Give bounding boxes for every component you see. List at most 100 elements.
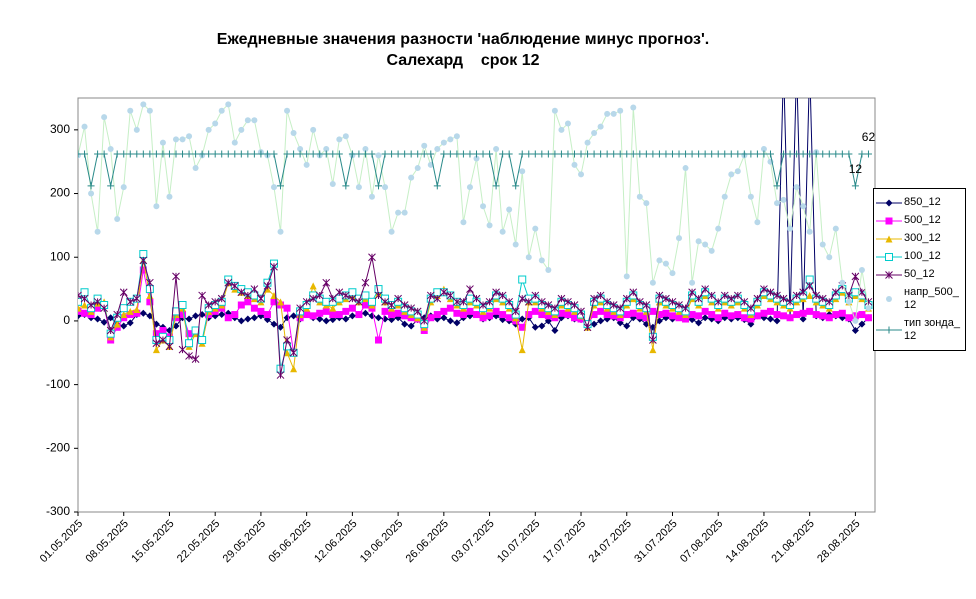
point xyxy=(361,309,369,317)
point xyxy=(420,317,429,325)
point xyxy=(662,260,669,267)
point xyxy=(701,314,709,322)
point xyxy=(531,323,539,331)
annotation: 12 xyxy=(849,162,863,176)
point xyxy=(348,312,356,320)
point xyxy=(284,107,291,114)
point xyxy=(525,311,533,319)
point xyxy=(590,320,598,328)
point xyxy=(387,301,396,309)
point xyxy=(655,311,663,319)
point xyxy=(858,150,866,158)
point xyxy=(230,282,239,290)
point xyxy=(792,291,801,300)
point xyxy=(244,150,252,158)
point xyxy=(675,314,683,322)
y-tick-label: 0 xyxy=(63,313,70,327)
point xyxy=(459,150,467,158)
point xyxy=(395,209,402,216)
point xyxy=(420,150,428,158)
point xyxy=(505,150,513,158)
point xyxy=(447,136,454,143)
point xyxy=(341,291,350,300)
point xyxy=(250,304,258,312)
point xyxy=(610,150,618,158)
point xyxy=(231,311,239,319)
point xyxy=(734,311,742,319)
point xyxy=(192,150,200,158)
point xyxy=(433,294,442,303)
point xyxy=(270,184,277,191)
point xyxy=(231,139,238,146)
point xyxy=(597,123,604,130)
point xyxy=(655,291,664,300)
point xyxy=(139,150,147,158)
point xyxy=(453,150,461,158)
point xyxy=(401,150,409,158)
point xyxy=(558,126,565,133)
point xyxy=(715,225,722,232)
x-tick-label: 17.07.2025 xyxy=(541,518,588,565)
point xyxy=(656,257,663,264)
point xyxy=(381,307,389,315)
legend-swatch xyxy=(876,326,902,334)
point xyxy=(224,278,233,287)
point xyxy=(728,171,735,178)
x-tick-label: 21.08.2025 xyxy=(769,518,816,565)
point xyxy=(367,297,376,306)
point xyxy=(838,150,846,158)
point xyxy=(152,150,160,158)
point xyxy=(753,312,761,320)
point xyxy=(139,266,147,274)
point xyxy=(394,150,402,158)
point xyxy=(479,314,487,322)
point xyxy=(662,309,670,317)
point xyxy=(662,294,670,303)
point xyxy=(799,150,807,158)
point xyxy=(81,150,89,158)
point xyxy=(205,150,213,158)
point xyxy=(361,301,369,309)
point xyxy=(153,203,160,210)
x-tick-label: 14.08.2025 xyxy=(724,518,771,565)
point xyxy=(793,63,800,70)
y-tick-label: 300 xyxy=(50,122,70,136)
point xyxy=(773,317,781,325)
point xyxy=(740,150,748,158)
legend-item: 300_12 xyxy=(874,232,965,245)
point xyxy=(858,266,865,273)
point xyxy=(800,203,807,210)
point xyxy=(838,309,846,317)
point xyxy=(779,294,788,303)
point xyxy=(557,150,565,158)
point xyxy=(439,288,448,297)
point xyxy=(486,312,494,320)
point xyxy=(270,150,278,158)
point xyxy=(198,150,206,158)
point xyxy=(760,285,768,293)
point xyxy=(531,291,540,300)
x-tick-label: 10.07.2025 xyxy=(495,518,542,565)
point xyxy=(806,63,813,70)
point xyxy=(257,294,265,303)
point xyxy=(642,301,651,309)
chart-title: Ежедневные значения разности 'наблюдение… xyxy=(217,31,709,48)
point xyxy=(361,150,369,158)
point xyxy=(407,322,415,330)
point xyxy=(159,326,167,334)
point xyxy=(139,250,148,259)
point xyxy=(649,279,656,286)
point xyxy=(100,304,108,313)
y-tick-label: -100 xyxy=(46,377,70,391)
point xyxy=(597,150,605,158)
point xyxy=(623,322,631,330)
point xyxy=(120,322,128,330)
point xyxy=(512,241,519,248)
point xyxy=(81,301,89,309)
point xyxy=(812,291,821,300)
point xyxy=(139,309,147,317)
point xyxy=(793,184,800,191)
point xyxy=(760,150,768,158)
point xyxy=(186,133,193,140)
point xyxy=(714,314,722,322)
